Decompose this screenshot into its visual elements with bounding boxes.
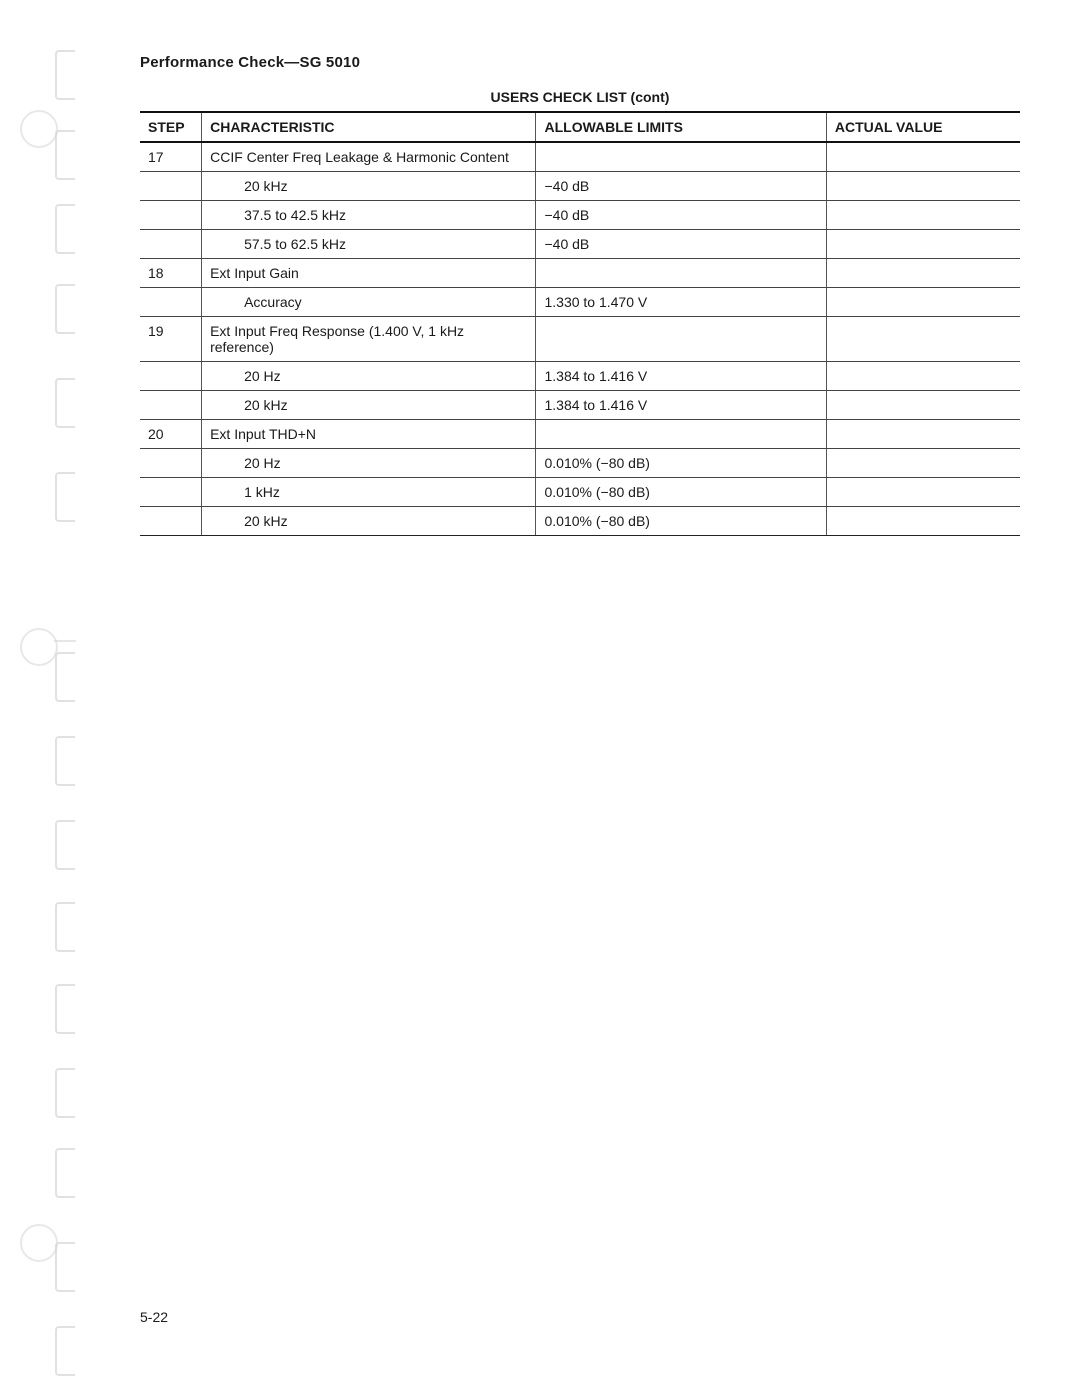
cell-limits: 0.010% (−80 dB) [536, 449, 826, 478]
punch-hole-artifact [20, 110, 58, 148]
cell-actual-value [826, 230, 1020, 259]
cell-limits: −40 dB [536, 201, 826, 230]
scan-dash-artifact [54, 640, 76, 642]
cell-characteristic: 37.5 to 42.5 kHz [202, 201, 536, 230]
table-title: USERS CHECK LIST (cont) [140, 89, 1020, 105]
cell-characteristic: 57.5 to 62.5 kHz [202, 230, 536, 259]
table-row: 20Ext Input THD+N [140, 420, 1020, 449]
cell-step [140, 391, 202, 420]
cell-step [140, 172, 202, 201]
binder-bracket-artifact [55, 1068, 75, 1118]
cell-step [140, 449, 202, 478]
punch-hole-artifact [20, 628, 58, 666]
checklist-table: STEP CHARACTERISTIC ALLOWABLE LIMITS ACT… [140, 111, 1020, 536]
cell-step [140, 362, 202, 391]
cell-actual-value [826, 478, 1020, 507]
cell-characteristic: 1 kHz [202, 478, 536, 507]
table-row: 20 Hz0.010% (−80 dB) [140, 449, 1020, 478]
scan-punch-artifacts [0, 0, 110, 1397]
cell-actual-value [826, 507, 1020, 536]
table-row: 20 kHz−40 dB [140, 172, 1020, 201]
cell-actual-value [826, 391, 1020, 420]
binder-bracket-artifact [55, 50, 75, 100]
binder-bracket-artifact [55, 284, 75, 334]
cell-step: 19 [140, 317, 202, 362]
binder-bracket-artifact [55, 984, 75, 1034]
table-row: 37.5 to 42.5 kHz−40 dB [140, 201, 1020, 230]
cell-limits: −40 dB [536, 172, 826, 201]
table-row: 20 Hz1.384 to 1.416 V [140, 362, 1020, 391]
cell-limits: 1.384 to 1.416 V [536, 391, 826, 420]
binder-bracket-artifact [55, 130, 75, 180]
cell-characteristic: Ext Input Freq Response (1.400 V, 1 kHz … [202, 317, 536, 362]
binder-bracket-artifact [55, 472, 75, 522]
cell-actual-value [826, 317, 1020, 362]
cell-step: 20 [140, 420, 202, 449]
cell-limits [536, 259, 826, 288]
cell-actual-value [826, 449, 1020, 478]
col-header-limits: ALLOWABLE LIMITS [536, 112, 826, 142]
col-header-characteristic: CHARACTERISTIC [202, 112, 536, 142]
cell-step [140, 507, 202, 536]
table-row: Accuracy1.330 to 1.470 V [140, 288, 1020, 317]
cell-actual-value [826, 420, 1020, 449]
binder-bracket-artifact [55, 652, 75, 702]
cell-step [140, 288, 202, 317]
cell-actual-value [826, 201, 1020, 230]
binder-bracket-artifact [55, 378, 75, 428]
cell-characteristic: Accuracy [202, 288, 536, 317]
cell-actual-value [826, 172, 1020, 201]
cell-step: 17 [140, 142, 202, 172]
page: Performance Check—SG 5010 USERS CHECK LI… [0, 0, 1080, 1397]
document-title: Performance Check—SG 5010 [140, 54, 1020, 71]
cell-actual-value [826, 362, 1020, 391]
cell-characteristic: CCIF Center Freq Leakage & Harmonic Cont… [202, 142, 536, 172]
col-header-value: ACTUAL VALUE [826, 112, 1020, 142]
cell-characteristic: Ext Input Gain [202, 259, 536, 288]
cell-actual-value [826, 288, 1020, 317]
punch-hole-artifact [20, 1224, 58, 1262]
cell-step: 18 [140, 259, 202, 288]
table-body: 17CCIF Center Freq Leakage & Harmonic Co… [140, 142, 1020, 536]
binder-bracket-artifact [55, 902, 75, 952]
cell-characteristic: 20 kHz [202, 507, 536, 536]
cell-limits [536, 142, 826, 172]
binder-bracket-artifact [55, 1242, 75, 1292]
page-number: 5-22 [140, 1309, 168, 1325]
binder-bracket-artifact [55, 820, 75, 870]
binder-bracket-artifact [55, 204, 75, 254]
cell-limits: 1.384 to 1.416 V [536, 362, 826, 391]
table-row: 1 kHz0.010% (−80 dB) [140, 478, 1020, 507]
cell-limits: −40 dB [536, 230, 826, 259]
cell-characteristic: 20 Hz [202, 362, 536, 391]
col-header-step: STEP [140, 112, 202, 142]
cell-characteristic: 20 kHz [202, 172, 536, 201]
cell-step [140, 201, 202, 230]
cell-actual-value [826, 142, 1020, 172]
cell-limits: 1.330 to 1.470 V [536, 288, 826, 317]
cell-characteristic: Ext Input THD+N [202, 420, 536, 449]
table-row: 17CCIF Center Freq Leakage & Harmonic Co… [140, 142, 1020, 172]
binder-bracket-artifact [55, 736, 75, 786]
cell-limits: 0.010% (−80 dB) [536, 478, 826, 507]
cell-actual-value [826, 259, 1020, 288]
cell-step [140, 230, 202, 259]
table-row: 20 kHz0.010% (−80 dB) [140, 507, 1020, 536]
table-header-row: STEP CHARACTERISTIC ALLOWABLE LIMITS ACT… [140, 112, 1020, 142]
cell-characteristic: 20 kHz [202, 391, 536, 420]
cell-step [140, 478, 202, 507]
content-area: Performance Check—SG 5010 USERS CHECK LI… [140, 54, 1020, 536]
cell-limits: 0.010% (−80 dB) [536, 507, 826, 536]
cell-characteristic: 20 Hz [202, 449, 536, 478]
table-row: 20 kHz1.384 to 1.416 V [140, 391, 1020, 420]
cell-limits [536, 317, 826, 362]
table-row: 19Ext Input Freq Response (1.400 V, 1 kH… [140, 317, 1020, 362]
cell-limits [536, 420, 826, 449]
table-row: 57.5 to 62.5 kHz−40 dB [140, 230, 1020, 259]
binder-bracket-artifact [55, 1326, 75, 1376]
table-row: 18Ext Input Gain [140, 259, 1020, 288]
binder-bracket-artifact [55, 1148, 75, 1198]
